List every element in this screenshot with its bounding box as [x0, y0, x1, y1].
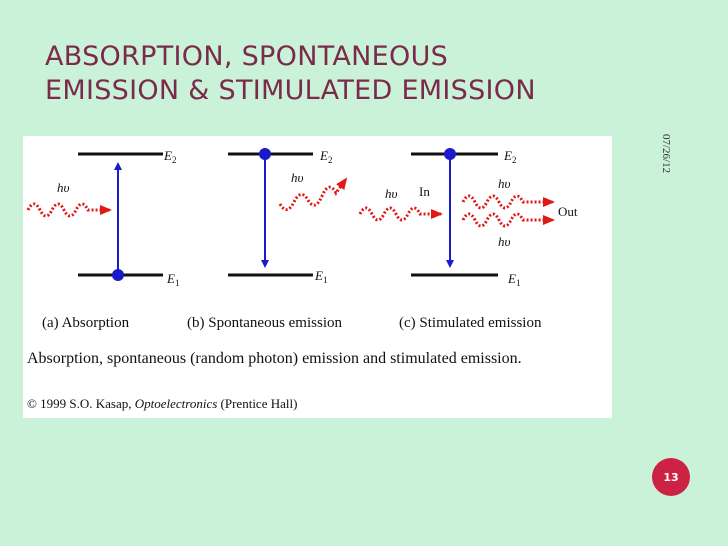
out-label: Out: [558, 204, 578, 219]
incoming-photon-c: [358, 206, 443, 222]
page-number-badge: 13: [652, 458, 690, 496]
label-spontaneous: (b) Spontaneous emission: [187, 315, 342, 331]
title-line-2: EMISSION & STIMULATED EMISSION: [45, 75, 536, 106]
e1-subscript: 1: [323, 275, 328, 285]
e1-symbol: E: [507, 271, 516, 286]
e2-subscript: 2: [172, 155, 177, 165]
e1-label-a: E1: [166, 271, 179, 288]
energy-level-figure: hυ E2 E1 hυ E2 E1 hυ In hυ hυ: [23, 136, 612, 418]
e2-symbol: E: [503, 148, 512, 163]
electron-b: [259, 148, 271, 160]
slide-date: 07/26/12: [660, 134, 672, 174]
electron-c: [444, 148, 456, 160]
hv-label-b: hυ: [291, 170, 304, 185]
e2-symbol: E: [163, 148, 172, 163]
electron-a: [112, 269, 124, 281]
e1-symbol: E: [314, 268, 323, 283]
hv-label-a: hυ: [57, 180, 70, 195]
e1-subscript: 1: [175, 278, 180, 288]
e2-subscript: 2: [328, 155, 333, 165]
emitted-photon-b: [278, 177, 348, 211]
title-line-1: ABSORPTION, SPONTANEOUS: [45, 41, 449, 72]
e2-subscript: 2: [512, 155, 517, 165]
incoming-photon-a: [26, 202, 112, 218]
figure-credit: © 1999 S.O. Kasap, Optoelectronics (Pren…: [27, 396, 297, 412]
hv-out-bottom-label: hυ: [498, 234, 511, 249]
e2-symbol: E: [319, 148, 328, 163]
label-stimulated: (c) Stimulated emission: [399, 315, 542, 331]
outgoing-photon-2: [461, 212, 555, 228]
credit-book-title: Optoelectronics: [134, 396, 218, 411]
e2-label-c: E2: [503, 148, 516, 165]
in-label: In: [419, 184, 430, 199]
e1-label-b: E1: [314, 268, 327, 285]
energy-level-diagram: hυ E2 E1 hυ E2 E1 hυ In hυ hυ: [26, 148, 578, 331]
panel-absorption: hυ E2 E1: [26, 148, 179, 288]
credit-prefix: © 1999 S.O. Kasap,: [27, 396, 132, 411]
panel-spontaneous: hυ E2 E1: [228, 148, 348, 285]
slide-title: ABSORPTION, SPONTANEOUS EMISSION & STIMU…: [45, 40, 645, 108]
panel-stimulated: hυ In hυ hυ Out E2 E1: [358, 148, 578, 288]
e1-symbol: E: [166, 271, 175, 286]
e1-subscript: 1: [516, 278, 521, 288]
label-absorption: (a) Absorption: [42, 315, 130, 331]
hv-out-top-label: hυ: [498, 176, 511, 191]
outgoing-photon-1: [461, 194, 555, 210]
figure-caption: Absorption, spontaneous (random photon) …: [27, 350, 522, 367]
e2-label-b: E2: [319, 148, 332, 165]
e1-label-c: E1: [507, 271, 520, 288]
credit-publisher: (Prentice Hall): [220, 396, 298, 411]
e2-label-a: E2: [163, 148, 176, 165]
hv-in-label: hυ: [385, 186, 398, 201]
